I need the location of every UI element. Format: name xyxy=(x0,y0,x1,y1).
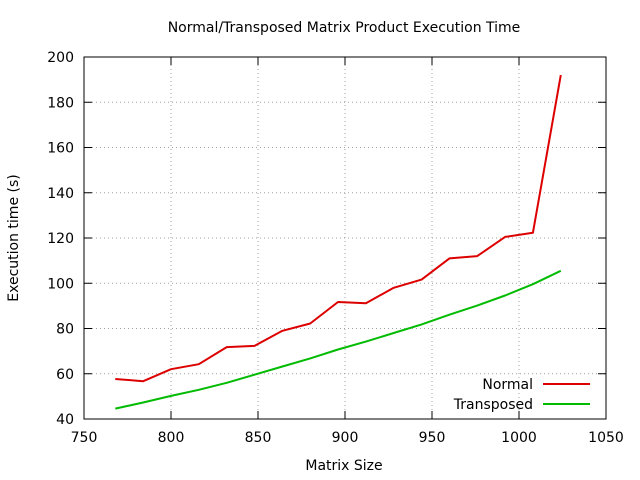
x-tick-label: 1000 xyxy=(501,430,537,446)
y-axis-label: Execution time (s) xyxy=(6,174,22,301)
axis-ticks: 750 800 850 900 950 1000 1050 40 60 80 100 120 140 16… xyxy=(47,50,624,446)
y-tick-label: 60 xyxy=(56,367,74,383)
y-tick-label: 120 xyxy=(47,231,74,247)
series-line-normal xyxy=(115,74,562,383)
y-tick-label: 80 xyxy=(56,322,74,338)
y-tick-label: 200 xyxy=(47,50,74,66)
series-line-transposed xyxy=(115,269,562,410)
legend: Normal Transposed xyxy=(453,377,590,413)
x-tick-label: 1050 xyxy=(588,430,624,446)
y-tick-label: 180 xyxy=(47,95,74,111)
plot-frame xyxy=(83,56,607,420)
y-tick-label: 140 xyxy=(47,186,74,202)
grid xyxy=(84,57,606,419)
series-lines xyxy=(115,74,562,410)
x-tick-label: 950 xyxy=(419,430,446,446)
legend-label: Transposed xyxy=(453,397,533,413)
x-tick-label: 900 xyxy=(332,430,359,446)
x-tick-label: 750 xyxy=(71,430,98,446)
x-axis-label: Matrix Size xyxy=(305,458,382,474)
y-tick-label: 100 xyxy=(47,276,74,292)
y-tick-label: 160 xyxy=(47,141,74,157)
chart-title: Normal/Transposed Matrix Product Executi… xyxy=(168,20,521,36)
y-tick-label: 40 xyxy=(56,412,74,428)
x-tick-label: 800 xyxy=(158,430,185,446)
legend-label: Normal xyxy=(482,377,533,393)
x-tick-label: 850 xyxy=(245,430,272,446)
